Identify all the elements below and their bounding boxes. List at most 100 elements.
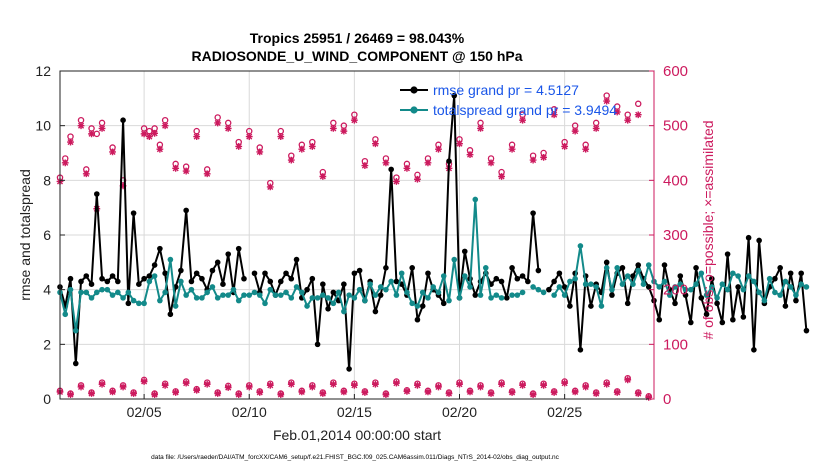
totalspread-point bbox=[304, 303, 310, 309]
rmse-point bbox=[740, 314, 747, 320]
totalspread-point bbox=[698, 270, 705, 277]
totalspread-point bbox=[435, 289, 442, 296]
totalspread-point bbox=[78, 289, 84, 296]
totalspread-point bbox=[666, 292, 673, 298]
obs-assimilated-marker bbox=[145, 133, 153, 140]
rmse-point bbox=[241, 275, 247, 282]
rmse-point bbox=[609, 292, 615, 298]
rmse-point bbox=[320, 281, 326, 288]
obs-assimilated-marker bbox=[245, 133, 253, 140]
totalspread-point bbox=[330, 300, 337, 307]
obs-assimilated-marker bbox=[561, 379, 569, 387]
obs-assimilated-marker bbox=[193, 133, 201, 140]
rmse-point bbox=[745, 234, 752, 241]
rmse-point bbox=[388, 166, 394, 173]
rmse-point bbox=[535, 267, 542, 274]
obs-assimilated-marker bbox=[308, 143, 316, 150]
totalspread-point bbox=[346, 292, 352, 298]
totalspread-point bbox=[682, 286, 689, 293]
obs-assimilated-marker bbox=[487, 390, 495, 397]
rmse-point bbox=[235, 245, 242, 252]
obs-assimilated-marker bbox=[298, 388, 306, 396]
totalspread-point bbox=[262, 300, 268, 307]
rmse-point bbox=[125, 300, 132, 307]
rmse-point bbox=[267, 278, 274, 285]
obs-assimilated-marker bbox=[340, 388, 348, 396]
obs-possible-marker bbox=[224, 119, 232, 127]
rmse-point bbox=[409, 265, 415, 271]
rmse-point bbox=[735, 284, 741, 290]
totalspread-point bbox=[593, 284, 599, 290]
totalspread-point bbox=[509, 292, 515, 298]
totalspread-point bbox=[115, 289, 121, 296]
totalspread-point bbox=[419, 289, 426, 296]
rmse-point bbox=[325, 306, 331, 312]
rmse-point bbox=[304, 286, 310, 293]
totalspread-point bbox=[335, 289, 342, 296]
obs-assimilated-marker bbox=[214, 119, 222, 127]
rmse-point bbox=[130, 210, 137, 216]
totalspread-point bbox=[619, 281, 626, 288]
totalspread-point bbox=[109, 292, 116, 298]
totalspread-point bbox=[214, 295, 221, 301]
obs-assimilated-marker bbox=[456, 380, 463, 388]
rmse-point bbox=[577, 347, 584, 353]
y-tick-label: 12 bbox=[35, 63, 51, 79]
obs-assimilated-marker bbox=[561, 143, 569, 150]
totalspread-point bbox=[325, 295, 331, 301]
obs-assimilated-marker bbox=[371, 140, 379, 148]
obs-assimilated-marker bbox=[634, 111, 642, 119]
obs-assimilated-marker bbox=[172, 389, 180, 396]
rmse-point bbox=[356, 267, 363, 274]
totalspread-point bbox=[614, 265, 621, 271]
rmse-point bbox=[314, 341, 321, 348]
legend-totalspread-marker bbox=[410, 106, 418, 114]
totalspread-point bbox=[283, 289, 289, 296]
legend-rmse-label: rmse grand pr = 4.5127 bbox=[433, 82, 579, 98]
totalspread-point bbox=[756, 289, 762, 296]
totalspread-point bbox=[414, 303, 421, 309]
totalspread-point bbox=[793, 292, 799, 298]
totalspread-point bbox=[498, 295, 505, 301]
totalspread-point bbox=[598, 303, 605, 309]
rmse-point bbox=[798, 270, 804, 277]
obs-possible-marker bbox=[592, 119, 600, 127]
legend-totalspread-label: totalspread grand pr = 3.9494 bbox=[433, 102, 617, 118]
rmse-point bbox=[682, 292, 689, 298]
obs-assimilated-marker bbox=[245, 383, 253, 391]
totalspread-point bbox=[172, 303, 179, 309]
y-tick-label: 2 bbox=[43, 336, 51, 352]
rmse-point bbox=[425, 270, 431, 277]
obs-assimilated-marker bbox=[140, 378, 148, 385]
totalspread-point bbox=[356, 286, 363, 293]
obs-assimilated-marker bbox=[571, 127, 579, 135]
obs-assimilated-marker bbox=[477, 383, 484, 391]
obs-assimilated-marker bbox=[477, 125, 484, 132]
obs-assimilated-marker bbox=[393, 178, 400, 185]
totalspread-point bbox=[204, 289, 210, 296]
rmse-point bbox=[414, 316, 421, 323]
obs-assimilated-marker bbox=[109, 148, 116, 156]
rmse-point bbox=[624, 300, 631, 307]
totalspread-point bbox=[104, 286, 111, 293]
totalspread-point bbox=[377, 284, 384, 290]
obs-assimilated-marker bbox=[540, 153, 548, 161]
rmse-line bbox=[59, 94, 808, 370]
totalspread-point bbox=[99, 286, 105, 293]
rmse-point bbox=[346, 366, 352, 372]
rmse-point bbox=[693, 265, 699, 271]
rmse-point bbox=[288, 275, 295, 282]
totalspread-point bbox=[272, 292, 279, 298]
rmse-point bbox=[93, 191, 100, 197]
totalspread-point bbox=[193, 295, 200, 301]
totalspread-point bbox=[451, 256, 458, 263]
obs-assimilated-marker bbox=[445, 390, 453, 397]
rmse-point bbox=[525, 278, 531, 285]
totalspread-point bbox=[709, 284, 715, 290]
obs-assimilated-marker bbox=[266, 183, 274, 191]
rmse-point bbox=[220, 281, 226, 288]
obs-possible-marker bbox=[193, 127, 200, 135]
obs-assimilated-marker bbox=[266, 381, 274, 389]
legend-rmse-marker bbox=[410, 86, 418, 94]
obs-assimilated-marker bbox=[203, 170, 211, 178]
